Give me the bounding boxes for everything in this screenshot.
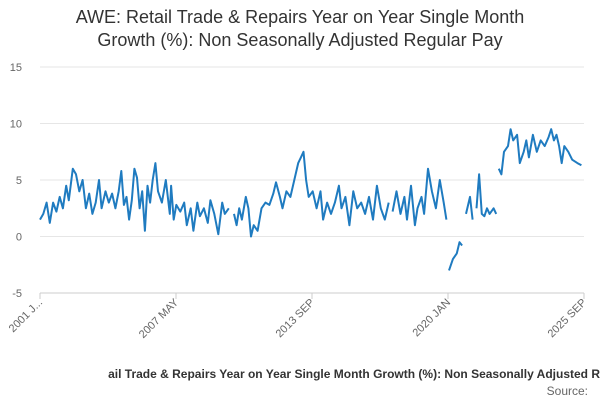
x-tick-label: 2020 JAN: [410, 297, 453, 340]
y-tick-label: 0: [16, 232, 22, 244]
x-tick-label: 2007 MAY: [137, 296, 182, 341]
y-tick-label: 15: [10, 62, 22, 74]
source-label: Source:: [546, 384, 588, 398]
legend-label: ail Trade & Repairs Year on Year Single …: [108, 367, 600, 381]
chart-title: AWE: Retail Trade & Repairs Year on Year…: [0, 6, 600, 52]
series-line: [475, 173, 498, 218]
y-tick-label: 10: [10, 119, 22, 131]
y-tick-label: -5: [12, 288, 22, 300]
series-line: [465, 195, 474, 220]
chart-title-line1: AWE: Retail Trade & Repairs Year on Year…: [75, 7, 525, 27]
chart-title-line2: Growth (%): Non Seasonally Adjusted Regu…: [97, 30, 503, 50]
x-tick-label: 2001 J...: [7, 297, 45, 335]
series-line: [39, 162, 230, 236]
series-line: [448, 241, 463, 271]
series-line: [233, 150, 390, 238]
y-tick-label: 5: [16, 175, 22, 187]
series-line: [497, 128, 582, 176]
x-tick-label: 2013 SEP: [274, 297, 318, 341]
series-line: [391, 167, 448, 227]
x-tick-label: 2025 SEP: [546, 297, 590, 341]
